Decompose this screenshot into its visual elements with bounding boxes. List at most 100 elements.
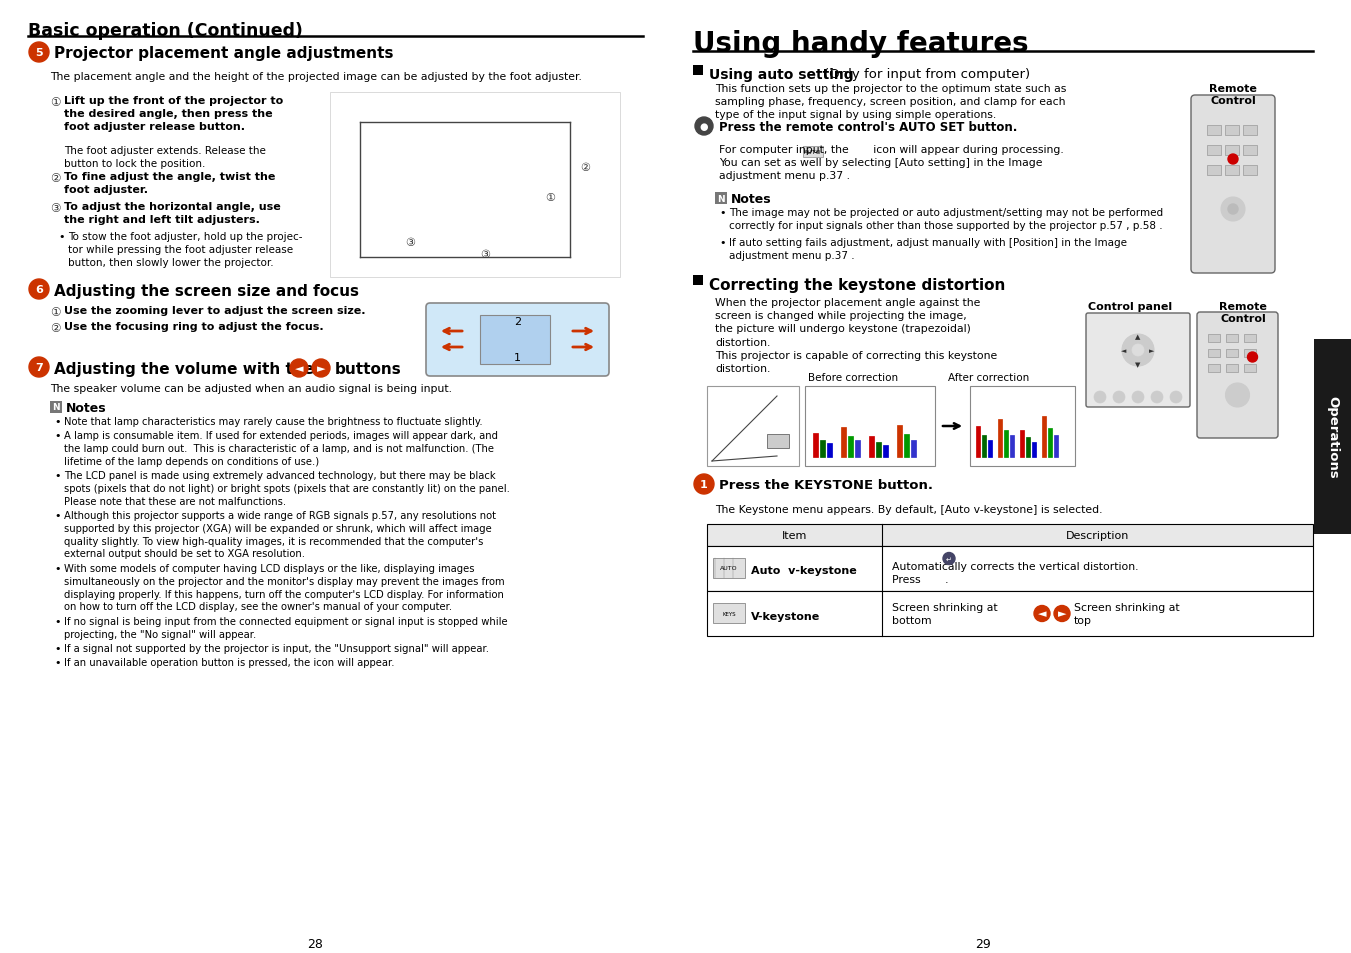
Bar: [1004, 431, 1009, 458]
Bar: [1025, 437, 1031, 458]
Text: KEYS: KEYS: [723, 611, 736, 616]
Text: N: N: [53, 403, 59, 412]
Text: •: •: [719, 237, 725, 248]
Bar: [827, 444, 834, 458]
Bar: [693, 66, 703, 76]
Text: If a signal not supported by the projector is input, the "Unsupport signal" will: If a signal not supported by the project…: [63, 643, 489, 654]
Text: •: •: [54, 563, 61, 574]
Bar: [707, 592, 1313, 637]
Text: ►: ►: [316, 364, 326, 374]
Text: ②: ②: [50, 172, 61, 185]
Text: Press the remote control's AUTO SET button.: Press the remote control's AUTO SET butt…: [719, 121, 1017, 133]
Text: ①: ①: [50, 96, 61, 109]
Text: ►: ►: [1150, 348, 1155, 354]
Bar: [848, 436, 854, 458]
Bar: [1208, 365, 1220, 373]
Circle shape: [1228, 154, 1238, 165]
Text: Description: Description: [1066, 531, 1129, 540]
Text: ③: ③: [50, 202, 61, 214]
Text: (Only for input from computer): (Only for input from computer): [824, 68, 1029, 81]
Text: This function sets up the projector to the optimum state such as
sampling phase,: This function sets up the projector to t…: [715, 84, 1066, 120]
Bar: [707, 546, 1313, 592]
Bar: [802, 147, 823, 158]
Bar: [897, 426, 902, 458]
Text: 2: 2: [513, 316, 521, 327]
Bar: [1225, 335, 1238, 343]
Circle shape: [28, 280, 49, 299]
Text: Use the focusing ring to adjust the focus.: Use the focusing ring to adjust the focu…: [63, 322, 324, 332]
Text: Using auto setting: Using auto setting: [709, 68, 854, 82]
Bar: [713, 603, 744, 623]
Text: ②: ②: [580, 163, 590, 172]
Circle shape: [1121, 335, 1154, 367]
Bar: [1243, 126, 1256, 136]
Bar: [1011, 436, 1015, 458]
Text: After correction: After correction: [948, 373, 1029, 382]
Circle shape: [1247, 353, 1258, 363]
Text: Operations: Operations: [1325, 395, 1339, 478]
Text: ●: ●: [700, 122, 708, 132]
Bar: [911, 440, 917, 458]
Text: Adjusting the screen size and focus: Adjusting the screen size and focus: [54, 284, 359, 298]
Bar: [330, 92, 620, 277]
Bar: [480, 315, 550, 365]
Text: Press the KEYSTONE button.: Press the KEYSTONE button.: [719, 478, 934, 492]
Text: 29: 29: [975, 937, 990, 950]
Text: Although this projector supports a wide range of RGB signals p.57, any resolutio: Although this projector supports a wide …: [63, 511, 496, 558]
Text: •: •: [54, 617, 61, 626]
Bar: [707, 524, 1313, 546]
Bar: [1208, 350, 1220, 357]
Text: •: •: [719, 208, 725, 218]
Text: 1: 1: [700, 479, 708, 490]
Bar: [988, 440, 993, 458]
Circle shape: [312, 359, 330, 377]
Bar: [813, 433, 819, 458]
Text: The Keystone menu appears. By default, [Auto v-keystone] is selected.: The Keystone menu appears. By default, […: [715, 504, 1102, 515]
Bar: [1225, 166, 1239, 175]
Bar: [1206, 146, 1221, 156]
Text: 28: 28: [308, 937, 323, 950]
Bar: [842, 428, 847, 458]
Text: ②: ②: [50, 322, 61, 335]
Text: Basic operation (Continued): Basic operation (Continued): [28, 22, 303, 40]
Text: ③: ③: [405, 237, 415, 248]
Bar: [904, 435, 911, 458]
Text: If an unavailable operation button is pressed, the icon will appear.: If an unavailable operation button is pr…: [63, 658, 394, 667]
Circle shape: [1034, 606, 1050, 622]
Text: The image may not be projected or auto adjustment/setting may not be performed
c: The image may not be projected or auto a…: [730, 208, 1163, 231]
Text: N: N: [717, 194, 725, 203]
Circle shape: [1151, 392, 1163, 403]
Text: With some models of computer having LCD displays or the like, displaying images
: With some models of computer having LCD …: [63, 563, 505, 612]
Bar: [1225, 365, 1238, 373]
Text: •: •: [54, 431, 61, 440]
FancyBboxPatch shape: [1086, 314, 1190, 408]
Text: 7: 7: [35, 363, 43, 373]
Text: •: •: [54, 658, 61, 667]
Bar: [713, 558, 744, 578]
Text: Using handy features: Using handy features: [693, 30, 1028, 58]
Text: buttons: buttons: [335, 361, 401, 376]
Circle shape: [943, 553, 955, 565]
FancyBboxPatch shape: [1197, 313, 1278, 438]
Text: Notes: Notes: [66, 401, 107, 415]
Text: V-keystone: V-keystone: [751, 611, 820, 620]
Bar: [693, 275, 703, 286]
Text: For computer input, the       icon will appear during processing.
You can set as: For computer input, the icon will appear…: [719, 145, 1063, 181]
Circle shape: [1170, 392, 1182, 403]
Bar: [50, 401, 62, 414]
Circle shape: [694, 475, 713, 495]
Circle shape: [1113, 392, 1125, 403]
Text: AUTO: AUTO: [804, 150, 821, 154]
Bar: [1225, 126, 1239, 136]
Bar: [1244, 365, 1256, 373]
Bar: [855, 440, 861, 458]
Circle shape: [1225, 384, 1250, 408]
Text: Before correction: Before correction: [808, 373, 898, 382]
Circle shape: [28, 43, 49, 63]
Text: Remote
Control: Remote Control: [1219, 302, 1267, 323]
Bar: [970, 387, 1075, 467]
Text: When the projector placement angle against the
screen is changed while projectin: When the projector placement angle again…: [715, 297, 997, 374]
Text: To fine adjust the angle, twist the
foot adjuster.: To fine adjust the angle, twist the foot…: [63, 172, 276, 195]
Bar: [1054, 436, 1059, 458]
Bar: [1243, 146, 1256, 156]
